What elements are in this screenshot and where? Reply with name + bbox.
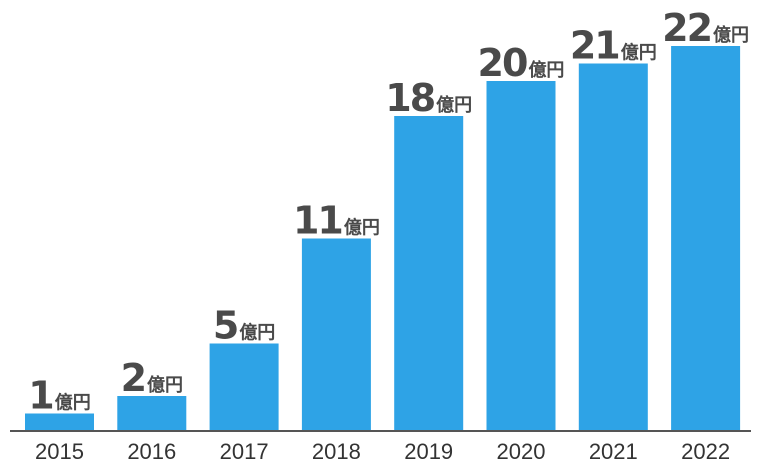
bar-2015 [25, 413, 94, 431]
tick-label-2019: 2019 [404, 439, 453, 464]
tick-label-2018: 2018 [312, 439, 361, 464]
value-number-2020: 20 [478, 41, 527, 85]
value-number-2016: 2 [121, 356, 145, 400]
value-number-2019: 18 [385, 76, 434, 120]
value-number-2018: 11 [293, 199, 342, 243]
bar-2018 [301, 238, 371, 431]
value-label-2015: 1 億円 [28, 374, 90, 418]
value-label-2021: 21 億円 [570, 24, 657, 68]
bar-2016 [117, 396, 187, 431]
value-unit-2022: 億円 [713, 24, 749, 46]
bar-2017 [209, 343, 279, 431]
value-label-2017: 5 億円 [213, 304, 275, 348]
bar-2019 [394, 116, 464, 431]
value-unit-2015: 億円 [55, 392, 91, 414]
value-label-2019: 18 億円 [385, 76, 472, 120]
tick-label-2015: 2015 [35, 439, 84, 464]
value-unit-2019: 億円 [436, 94, 472, 116]
value-unit-2016: 億円 [147, 374, 183, 396]
bar-2022 [671, 46, 741, 431]
tick-labels-group: 2015 2016 2017 2018 2019 2020 2021 2022 [35, 439, 730, 464]
tick-label-2017: 2017 [220, 439, 269, 464]
tick-label-2016: 2016 [127, 439, 176, 464]
value-number-2021: 21 [570, 24, 619, 68]
value-unit-2017: 億円 [239, 322, 275, 344]
value-unit-2020: 億円 [528, 59, 564, 81]
value-number-2015: 1 [28, 374, 52, 418]
bars-group [25, 46, 741, 431]
value-unit-2021: 億円 [621, 42, 657, 64]
value-label-2016: 2 億円 [121, 356, 183, 400]
value-label-2020: 20 億円 [478, 41, 565, 85]
tick-label-2020: 2020 [497, 439, 546, 464]
value-number-2022: 22 [662, 6, 711, 50]
value-unit-2018: 億円 [344, 217, 380, 239]
tick-label-2021: 2021 [589, 439, 638, 464]
bar-2020 [486, 81, 556, 431]
value-label-2018: 11 億円 [293, 199, 380, 243]
bar-2021 [578, 63, 648, 431]
value-number-2017: 5 [213, 304, 237, 348]
value-label-2022: 22 億円 [662, 6, 749, 50]
tick-label-2022: 2022 [681, 439, 730, 464]
